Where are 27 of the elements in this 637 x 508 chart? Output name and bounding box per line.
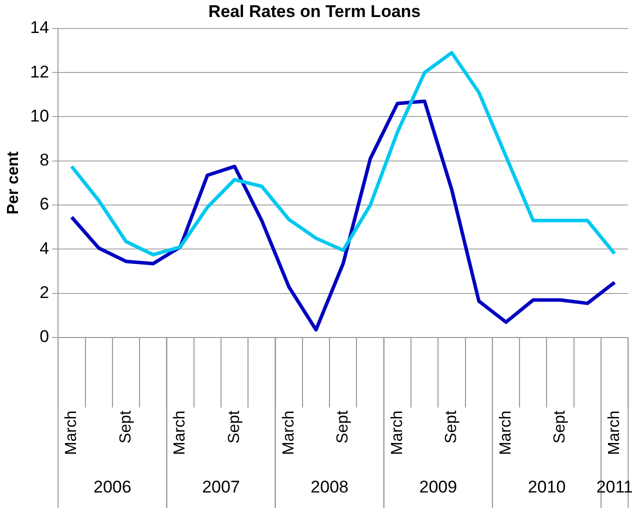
x-tick-label: March bbox=[388, 410, 406, 455]
y-tick-label: 0 bbox=[40, 327, 50, 346]
x-tick-label: Sept bbox=[552, 410, 569, 444]
x-tick-label: Sept bbox=[117, 410, 134, 444]
y-tick-label: 4 bbox=[40, 238, 50, 258]
y-tick-label: 10 bbox=[30, 106, 50, 126]
y-axis-title: Per cent bbox=[5, 150, 22, 215]
chart-title: Real Rates on Term Loans bbox=[208, 2, 421, 21]
text: 2006 bbox=[93, 478, 132, 497]
x-tick-label: March bbox=[280, 410, 298, 455]
x-tick-label: March bbox=[172, 410, 189, 455]
x-tick-label: March bbox=[497, 410, 514, 455]
x-tick-label: Sept bbox=[443, 410, 460, 444]
x-tick-label: Sept bbox=[334, 410, 352, 444]
y-tick-label: 2 bbox=[40, 283, 50, 302]
text: 2009 bbox=[419, 478, 458, 497]
y-tick-label: 8 bbox=[40, 150, 50, 170]
text: 2010 bbox=[528, 478, 566, 497]
text: 2011 bbox=[596, 478, 633, 497]
y-tick-label: 6 bbox=[40, 194, 50, 214]
x-tick-label: March bbox=[63, 410, 80, 455]
text: 2008 bbox=[310, 478, 348, 497]
x-tick-label: Sept bbox=[226, 410, 243, 444]
y-tick-label: 14 bbox=[30, 18, 50, 38]
y-tick-label: 12 bbox=[30, 62, 50, 82]
text: 2007 bbox=[202, 478, 240, 497]
x-tick-label: March bbox=[606, 410, 624, 455]
